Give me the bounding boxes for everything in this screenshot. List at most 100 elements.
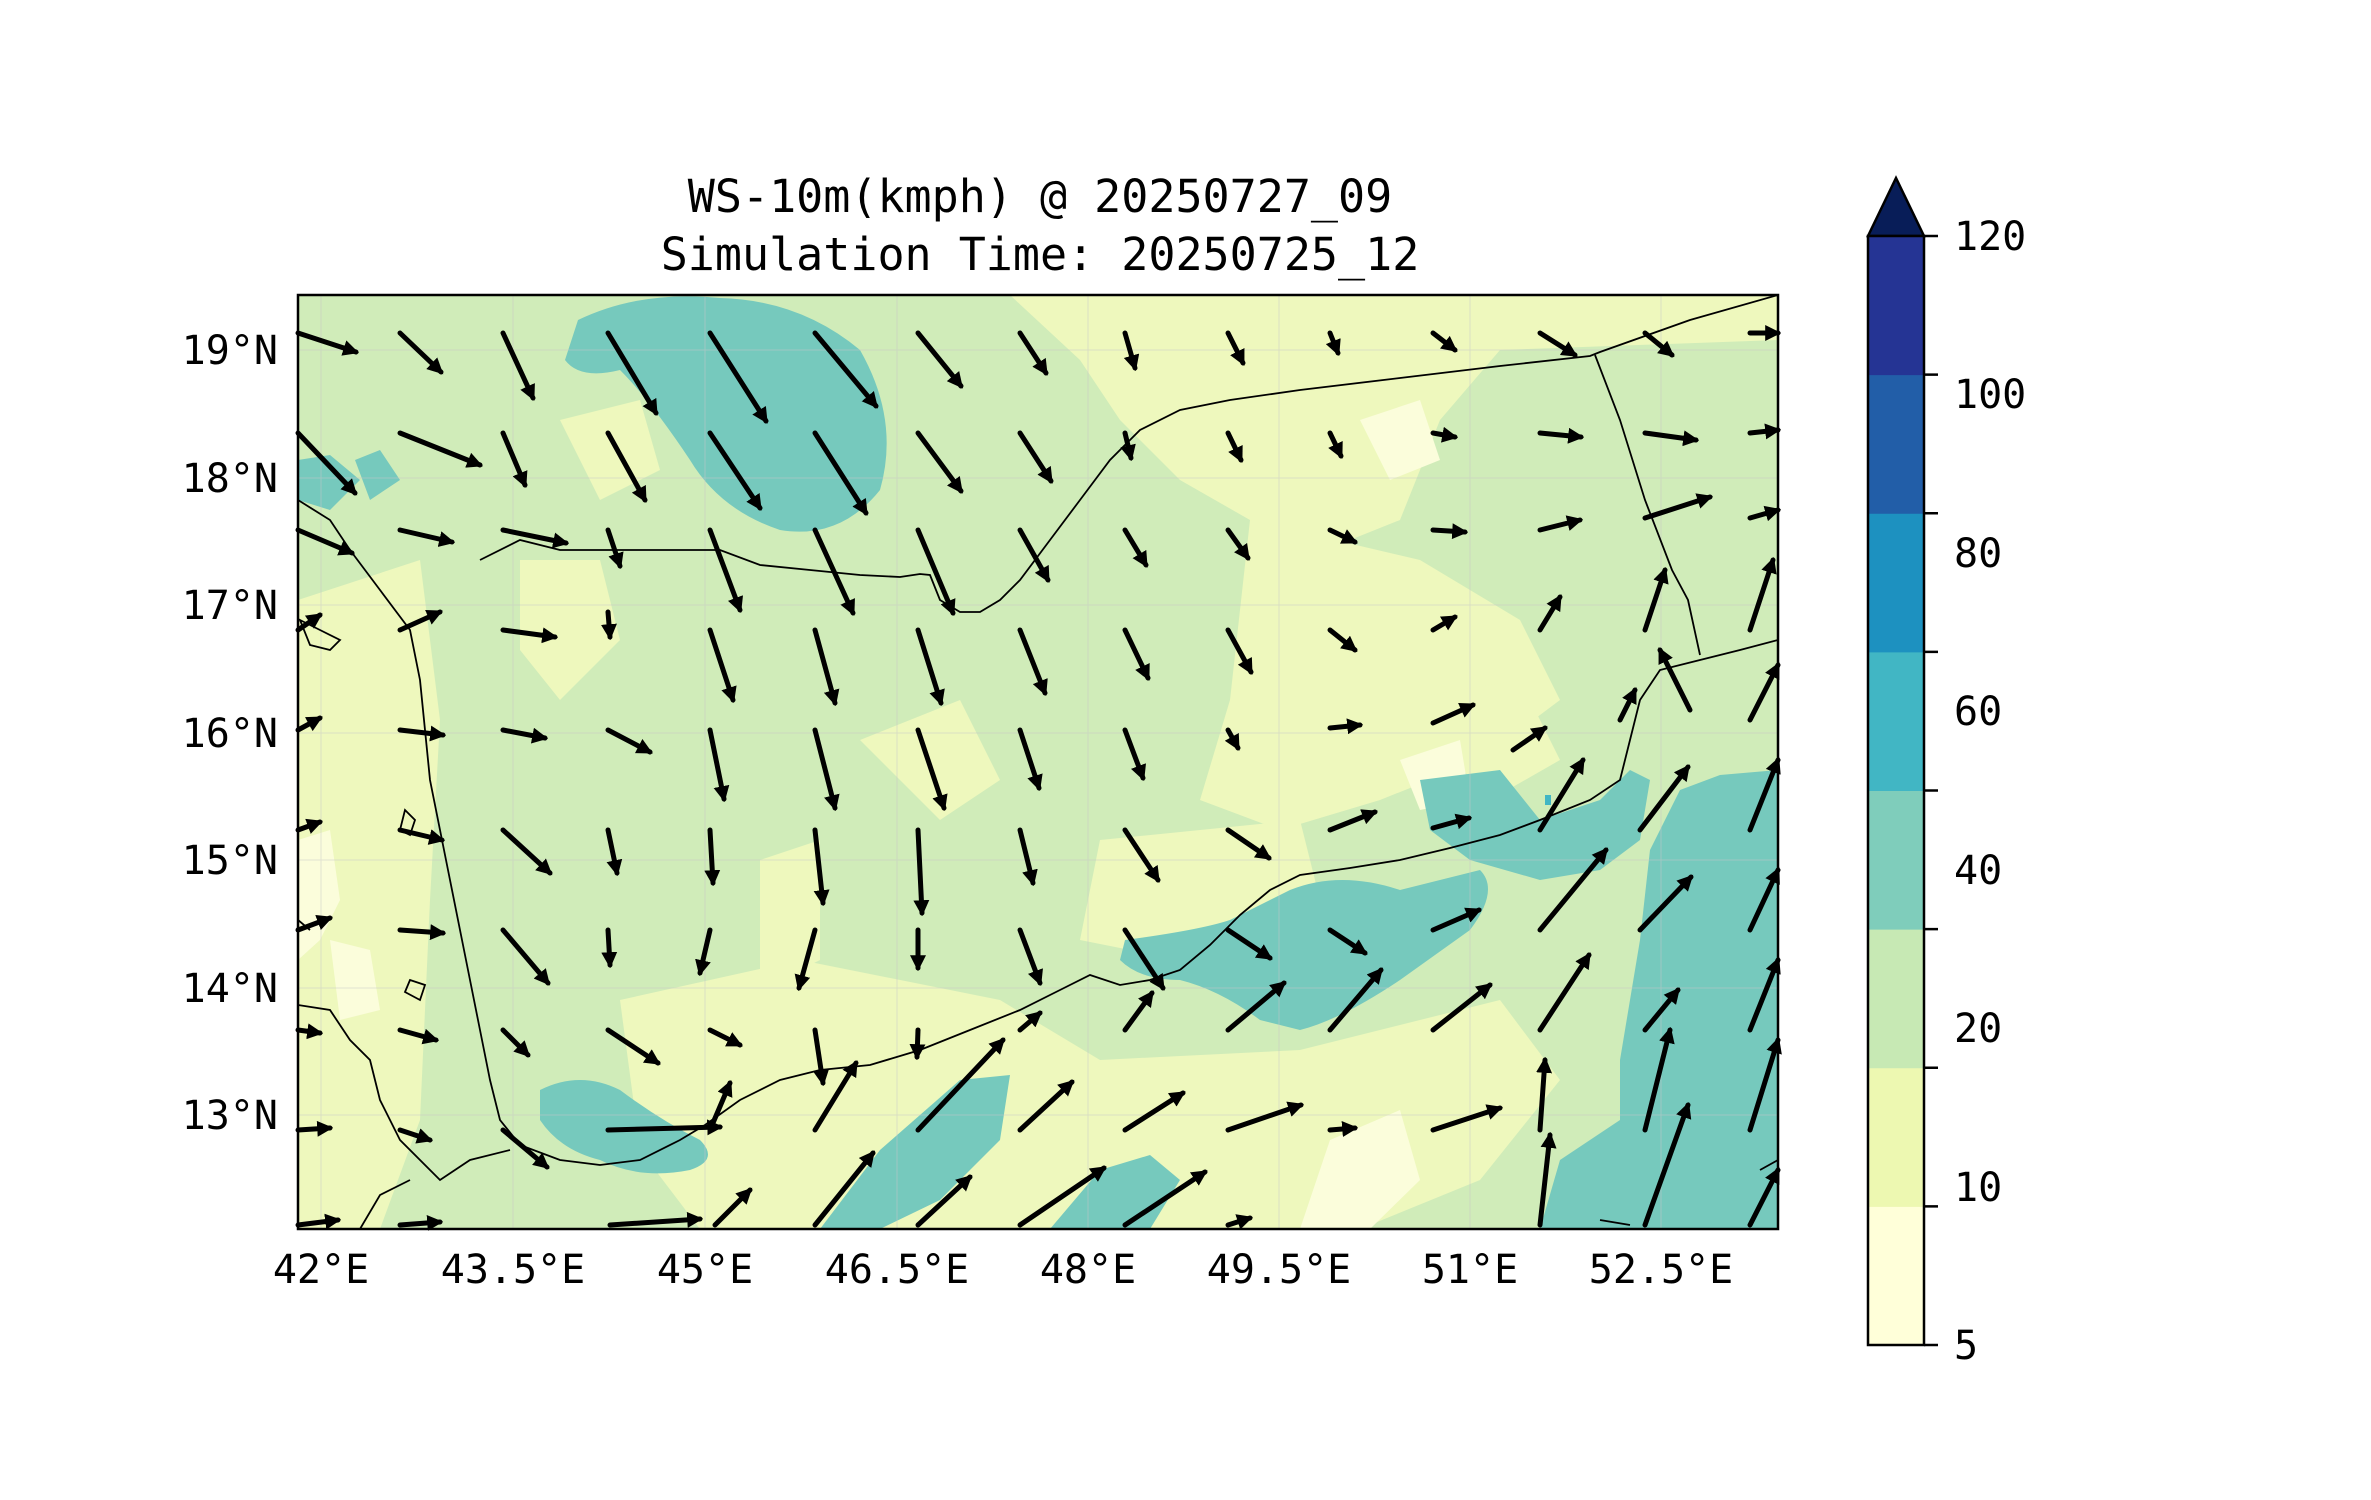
wind-vector-arrow <box>1327 1121 1359 1137</box>
wind-vector-arrow <box>1430 907 1482 933</box>
wind-vector-arrow <box>295 715 323 733</box>
wind-vector-arrow <box>1537 427 1585 444</box>
lat-tick-label: 16°N <box>182 711 278 757</box>
wind-vector-arrow <box>1327 627 1358 653</box>
wind-vector-arrow <box>812 527 856 616</box>
wind-vector-arrow <box>1122 990 1155 1033</box>
wind-vector-arrow <box>915 727 948 812</box>
wind-vector-arrow <box>1747 867 1781 933</box>
colorbar: 5 10 20 40 60 80 100 120 <box>1866 175 2026 1369</box>
lat-tick-label: 14°N <box>182 966 278 1012</box>
wind-vector-arrow <box>1747 757 1781 833</box>
wind-vector-arrow <box>397 827 446 845</box>
wind-vector-arrow <box>1017 1010 1043 1033</box>
wind-vector-arrow <box>500 827 553 876</box>
wind-vector-arrow <box>812 627 840 707</box>
colorbar-tick-label: 100 <box>1954 372 2026 418</box>
wind-vector-arrow <box>397 609 443 633</box>
wind-vector-arrow <box>1122 927 1166 991</box>
wind-vector-arrow <box>1120 430 1136 462</box>
wind-vector-arrow <box>295 818 324 834</box>
wind-vectors <box>295 324 1782 1231</box>
wind-vector-arrow <box>704 827 721 887</box>
wind-vector-arrow <box>1224 727 1241 751</box>
wind-vector-arrow <box>915 627 945 707</box>
wind-vector-arrow <box>812 430 869 516</box>
wind-vector-arrow <box>397 1214 444 1231</box>
wind-vector-arrow <box>1430 426 1459 443</box>
wind-vector-arrow <box>605 1027 661 1066</box>
colorbar-band <box>1868 929 1924 1069</box>
wind-vector-arrow <box>1747 957 1781 1033</box>
colorbar-extend-arrow <box>1866 175 1926 238</box>
lon-tick-label: 45°E <box>657 1247 753 1293</box>
lat-tick-label: 15°N <box>182 838 278 884</box>
wind-vector-arrow <box>1017 1165 1107 1228</box>
wind-vector-arrow <box>1225 1214 1254 1230</box>
lat-tick-label: 17°N <box>182 583 278 629</box>
wind-vector-arrow <box>707 1080 733 1133</box>
wind-vector-arrow <box>295 1023 324 1040</box>
colorbar-band <box>1868 513 1924 653</box>
wind-vector-arrow <box>1637 874 1694 933</box>
wind-vector-arrow <box>1122 627 1151 681</box>
wind-vector-arrow <box>707 330 769 424</box>
wind-vector-arrow <box>295 430 358 496</box>
map-subtitle: Simulation Time: 20250725_12 <box>660 228 1420 281</box>
wind-vector-arrow <box>707 727 730 803</box>
longitude-tick-labels: 42°E 43.5°E 45°E 46.5°E 48°E 49.5°E 51°E… <box>273 1247 1733 1293</box>
latitude-tick-labels: 19°N 18°N 17°N 16°N 15°N 14°N 13°N <box>182 328 278 1139</box>
wind-vector-arrow <box>1642 1026 1675 1133</box>
wind-vector-arrow <box>607 1211 704 1228</box>
wind-vector-arrow <box>1642 566 1669 633</box>
wind-vector-arrow <box>1537 757 1586 833</box>
wind-vector-arrow <box>915 527 956 616</box>
wind-vector-arrow <box>295 1213 342 1230</box>
wind-vector-arrow <box>1657 647 1693 713</box>
wind-vector-arrow <box>1225 627 1254 675</box>
colorbar-band <box>1868 790 1924 930</box>
lon-tick-label: 51°E <box>1422 1247 1518 1293</box>
wind-vector-arrow <box>500 727 549 744</box>
wind-vector-arrow <box>1017 330 1049 376</box>
lon-tick-label: 43.5°E <box>441 1247 586 1293</box>
wind-vector-arrow <box>397 1127 434 1144</box>
wind-vector-arrow <box>707 527 743 613</box>
wind-vector-arrow <box>500 927 551 986</box>
wind-vector-arrow <box>601 609 617 641</box>
wind-vector-arrow <box>1747 505 1782 522</box>
wind-vector-arrow <box>1537 952 1592 1033</box>
speed-band-60-80 <box>1545 795 1551 805</box>
wind-vector-arrow <box>1225 980 1287 1033</box>
wind-vector-arrow <box>397 527 456 547</box>
wind-vector-arrow <box>1537 515 1584 533</box>
wind-vector-arrow <box>1537 1131 1557 1228</box>
wind-vector-arrow <box>707 430 763 511</box>
wind-vector-arrow <box>812 827 830 907</box>
wind-vector-arrow <box>295 612 323 633</box>
wind-vector-arrow <box>397 1027 440 1045</box>
wind-vector-arrow <box>1225 527 1251 561</box>
wind-vector-arrow <box>1642 330 1675 358</box>
wind-vector-arrow <box>295 330 360 356</box>
wind-vector-arrow <box>1225 1101 1305 1133</box>
wind-vector-arrow <box>605 330 659 416</box>
wind-vector-arrow <box>1122 827 1161 883</box>
colorbar-band <box>1868 374 1924 514</box>
wind-vector-arrow <box>707 627 737 704</box>
wind-vector-arrow <box>1642 430 1700 447</box>
wind-vector-arrow <box>1122 1169 1208 1228</box>
wind-vector-arrow <box>1017 927 1043 986</box>
wind-vector-arrow <box>295 1120 334 1137</box>
wind-vector-arrow <box>1225 330 1246 366</box>
wind-vector-arrow <box>695 927 713 977</box>
wind-vector-arrow <box>1642 1101 1692 1228</box>
wind-vector-arrow <box>812 1060 859 1133</box>
wind-vector-arrow <box>1430 1104 1504 1133</box>
wind-vector-arrow <box>1510 725 1548 753</box>
wind-vector-arrow <box>1325 330 1341 356</box>
wind-vector-arrow <box>1537 847 1609 933</box>
colorbar-band <box>1868 1067 1924 1207</box>
lat-tick-label: 13°N <box>182 1093 278 1139</box>
wind-vector-arrow <box>1017 827 1038 887</box>
